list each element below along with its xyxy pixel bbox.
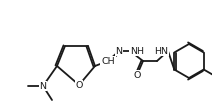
Text: O: O [75, 81, 83, 90]
Text: O: O [75, 81, 83, 90]
Text: NH: NH [130, 47, 144, 56]
Text: N: N [116, 47, 123, 56]
Text: HN: HN [154, 47, 168, 56]
Text: N: N [116, 47, 123, 56]
Text: NH: NH [130, 47, 144, 56]
Text: N: N [39, 82, 46, 91]
Text: N: N [39, 82, 46, 91]
Text: CH: CH [101, 57, 115, 66]
Text: O: O [133, 71, 141, 80]
Text: HN: HN [154, 47, 168, 56]
Text: CH: CH [101, 57, 115, 66]
Text: O: O [133, 71, 141, 80]
